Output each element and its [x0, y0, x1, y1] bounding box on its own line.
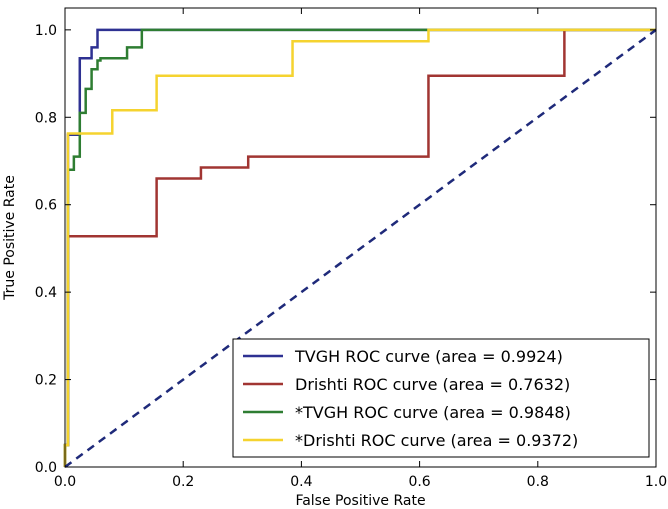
x-axis-label: False Positive Rate: [295, 493, 425, 509]
y-tick-label: 0.8: [35, 110, 57, 126]
x-tick-label: 0.2: [172, 474, 194, 490]
series-line-4: [63, 28, 656, 467]
legend-label-4: *Drishti ROC curve (area = 0.9372): [295, 431, 578, 450]
legend-entries: TVGH ROC curve (area = 0.9924) Drishti RO…: [243, 347, 578, 450]
chance-diagonal-line: [64, 28, 657, 469]
x-tick-label: 0.8: [527, 474, 549, 490]
y-axis-label: True Positive Rate: [2, 175, 18, 301]
legend-label-3: *TVGH ROC curve (area = 0.9848): [295, 403, 571, 422]
series-line-3: [63, 28, 656, 467]
x-tick-label: 0.0: [54, 474, 76, 490]
plot-frame: [64, 7, 657, 468]
legend: TVGH ROC curve (area = 0.9924) Drishti RO…: [232, 338, 650, 458]
y-tick-label: 0.0: [35, 460, 57, 476]
legend-label-2: Drishti ROC curve (area = 0.7632): [295, 375, 570, 394]
tick-layer: 0.0 0.2 0.4 0.6 0.8 1.0 0.0 0.2 0.4 0.6 0.8 1.0: [35, 8, 667, 490]
series-layer: [63, 28, 656, 467]
x-tick-label: 0.4: [290, 474, 312, 490]
y-tick-label: 0.6: [35, 198, 57, 214]
y-tick-label: 1.0: [35, 23, 57, 39]
legend-label-1: TVGH ROC curve (area = 0.9924): [294, 347, 563, 366]
y-tick-label: 0.2: [35, 373, 57, 389]
x-tick-label: 0.6: [408, 474, 430, 490]
y-tick-label: 0.4: [35, 285, 57, 301]
legend-box: [232, 338, 650, 458]
x-tick-label: 1.0: [645, 474, 667, 490]
